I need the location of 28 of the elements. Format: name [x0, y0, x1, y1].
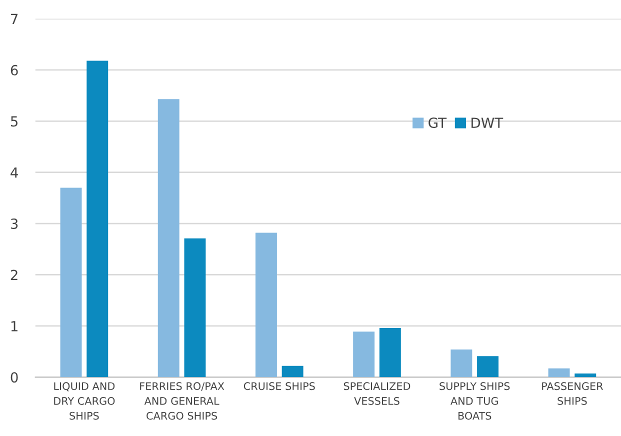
- bar: [255, 232, 277, 378]
- bar: [353, 332, 375, 378]
- y-tick-label: 3: [10, 218, 18, 230]
- bar: [548, 368, 570, 378]
- y-tick-label: 4: [10, 167, 18, 178]
- y-tick-label: 2: [10, 270, 18, 280]
- y-tick-label: 6: [10, 64, 18, 76]
- bar: [60, 188, 82, 378]
- bar: [86, 60, 108, 378]
- y-tick-label: 7: [11, 14, 18, 24]
- x-tick-label: LIQUID AND DRY CARGO SHIPS: [54, 382, 115, 420]
- bar: [574, 374, 596, 378]
- x-tick-label: SUPPLY SHIPS AND TUG BOATS: [440, 382, 510, 420]
- y-tick-label: 1: [11, 321, 18, 332]
- bar: [184, 238, 206, 378]
- legend-label: GT: [428, 118, 447, 128]
- bar: [379, 328, 401, 378]
- bar: [477, 356, 499, 378]
- bar: [282, 366, 304, 378]
- x-tick-label: CRUISE SHIPS: [244, 382, 315, 390]
- x-tick-label: FERRIES RO/PAX AND GENERAL CARGO SHIPS: [140, 382, 224, 420]
- y-tick-label: 0: [10, 372, 18, 383]
- bar: [450, 349, 472, 378]
- x-tick-label: PASSENGER SHIPS: [542, 382, 604, 405]
- x-tick-label: SPECIALIZED VESSELS: [344, 382, 410, 405]
- y-tick-label: 5: [10, 116, 18, 127]
- legend-label: DWT: [472, 118, 504, 128]
- bar: [158, 99, 180, 378]
